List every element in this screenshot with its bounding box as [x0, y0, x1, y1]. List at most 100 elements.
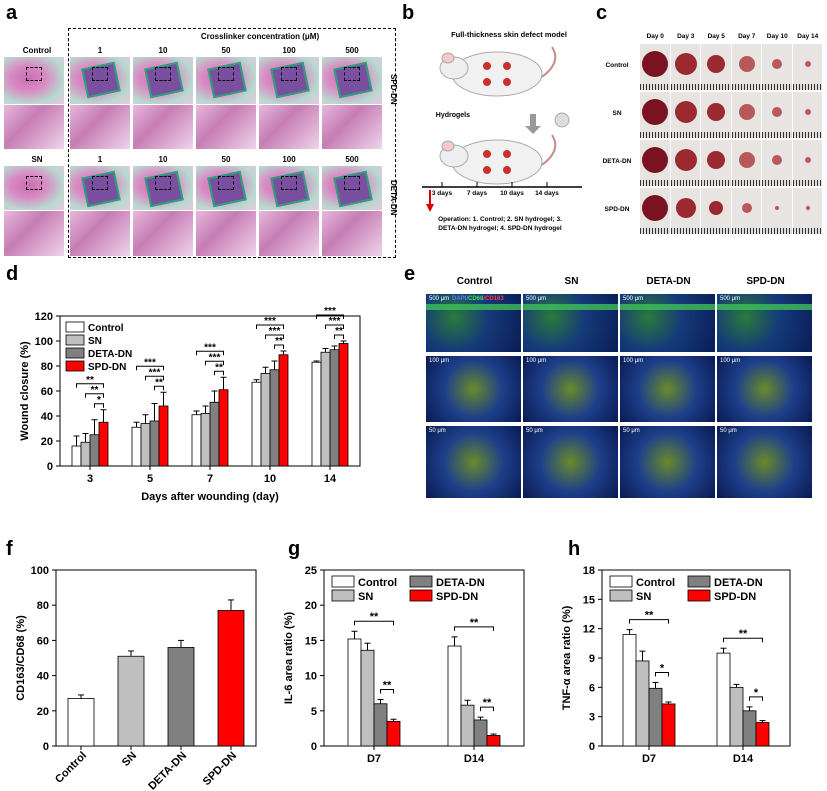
wound-spot: [707, 151, 726, 169]
concentration-label-top: 50: [221, 46, 231, 55]
if-image: 50 μm: [426, 426, 521, 498]
legend-swatch: [65, 321, 85, 333]
significance-mark: *: [97, 395, 101, 406]
wound-spot: [775, 206, 780, 210]
legend-entry: Control: [88, 323, 124, 334]
legend-entry: SN: [88, 336, 102, 347]
bar: [635, 660, 650, 747]
panel-a: Crosslinker concentration (μM) Control S…: [0, 0, 400, 262]
wound-photo: [640, 140, 670, 186]
legend-entry: DETA-DN: [714, 577, 763, 589]
bar: [218, 389, 229, 467]
ruler: [792, 84, 822, 90]
zoom-box: [92, 67, 108, 81]
ruler: [731, 180, 761, 186]
legend-swatch: [409, 575, 433, 588]
bar: [716, 652, 731, 747]
significance-mark: **: [335, 326, 343, 337]
scale-bar-label: 500 μm: [623, 296, 644, 302]
concentration-label-bottom: 100: [282, 155, 296, 164]
y-tick-label: 80: [37, 600, 49, 612]
epidermis-band: [523, 304, 618, 310]
significance-mark: ***: [264, 316, 276, 327]
significance-mark: ***: [269, 326, 281, 337]
wound-spot: [738, 104, 755, 120]
wound-photo: [792, 140, 822, 186]
panel-label-h: h: [568, 538, 581, 560]
panel-label-b: b: [402, 2, 415, 24]
histology-image: [196, 166, 256, 210]
timeline-label: 7 days: [466, 190, 488, 197]
ruler: [701, 228, 731, 234]
row-label-spd: SPD-DN: [389, 74, 398, 105]
wound-spot: [805, 206, 810, 210]
wound-photo: [731, 188, 761, 234]
group-label: DETA-DN: [602, 158, 632, 165]
scale-bar-label: 500 μm: [429, 296, 450, 302]
y-axis-label: IL-6 area ratio (%): [283, 612, 295, 705]
x-tick-label: SN: [120, 750, 139, 769]
bar: [117, 655, 145, 747]
mouse-diagram: [422, 46, 582, 212]
legend-entry: SN: [636, 591, 651, 603]
wound-photo: [640, 188, 670, 234]
operation-text-line2: DETA-DN hydrogel; 4. SPD-DN hydrogel: [438, 225, 562, 232]
histology-image: [259, 211, 319, 256]
histology-image: [4, 166, 64, 210]
bar: [191, 414, 202, 467]
bar: [373, 703, 388, 747]
control-label: Control: [22, 46, 52, 55]
significance-bracket: [749, 696, 763, 701]
bar: [622, 634, 637, 747]
chart-d: 0 20 40 60 80 100 120 Wound closure (%) Days aft…: [19, 306, 361, 503]
y-tick-label: 10: [305, 671, 317, 683]
x-tick-label: Control: [53, 750, 89, 786]
if-image: 50 μm: [523, 426, 618, 498]
if-image: 100 μm: [717, 356, 812, 422]
legend-entry: SN: [358, 591, 373, 603]
ruler: [701, 132, 731, 138]
operation-arrow-icon: [426, 204, 434, 212]
significance-mark: **: [370, 611, 379, 623]
y-tick-label: 40: [41, 411, 53, 423]
y-tick-label: 12: [583, 624, 595, 636]
wound-spot: [707, 103, 726, 121]
epidermis-band: [426, 304, 521, 310]
zoom-box: [26, 176, 42, 190]
stain-cd163: /CD163: [483, 296, 504, 302]
scale-bar-label: 100 μm: [623, 358, 644, 364]
wound-spot: [675, 198, 696, 218]
day-label: Day 7: [738, 33, 756, 40]
panel-label-g: g: [288, 538, 301, 560]
ruler: [762, 228, 792, 234]
scale-bar-label: 100 μm: [720, 358, 741, 364]
significance-mark: ***: [204, 342, 216, 353]
if-column-label: SN: [564, 276, 579, 287]
y-tick-label: 5: [311, 706, 317, 718]
row-label-deta: DETA-DN: [389, 180, 398, 216]
zoom-box: [281, 176, 297, 190]
panel-b: Full-thickness skin defect model: [402, 22, 594, 260]
legend-swatch: [687, 575, 711, 588]
ruler: [762, 132, 792, 138]
group-label: SPD-DN: [604, 206, 630, 213]
significance-bracket: [214, 370, 224, 376]
if-image: 50 μm: [717, 426, 812, 498]
zoom-box: [218, 176, 234, 190]
bar: [460, 704, 475, 747]
ruler: [670, 228, 700, 234]
y-tick-label: 3: [589, 712, 595, 724]
plot-frame: [323, 569, 525, 747]
ruler: [640, 132, 670, 138]
histology-image: [70, 211, 130, 256]
scale-bar-label: 500 μm: [526, 296, 547, 302]
legend-entry: SPD-DN: [436, 591, 478, 603]
bar: [260, 373, 271, 467]
panel-label-e: e: [404, 263, 416, 285]
y-tick-label: 60: [41, 386, 53, 398]
scale-bar-label: 50 μm: [720, 428, 737, 434]
zoom-box: [344, 176, 360, 190]
scale-bar-label: 100 μm: [429, 358, 450, 364]
significance-mark: **: [739, 628, 748, 640]
concentration-label-top: 1: [97, 46, 103, 55]
